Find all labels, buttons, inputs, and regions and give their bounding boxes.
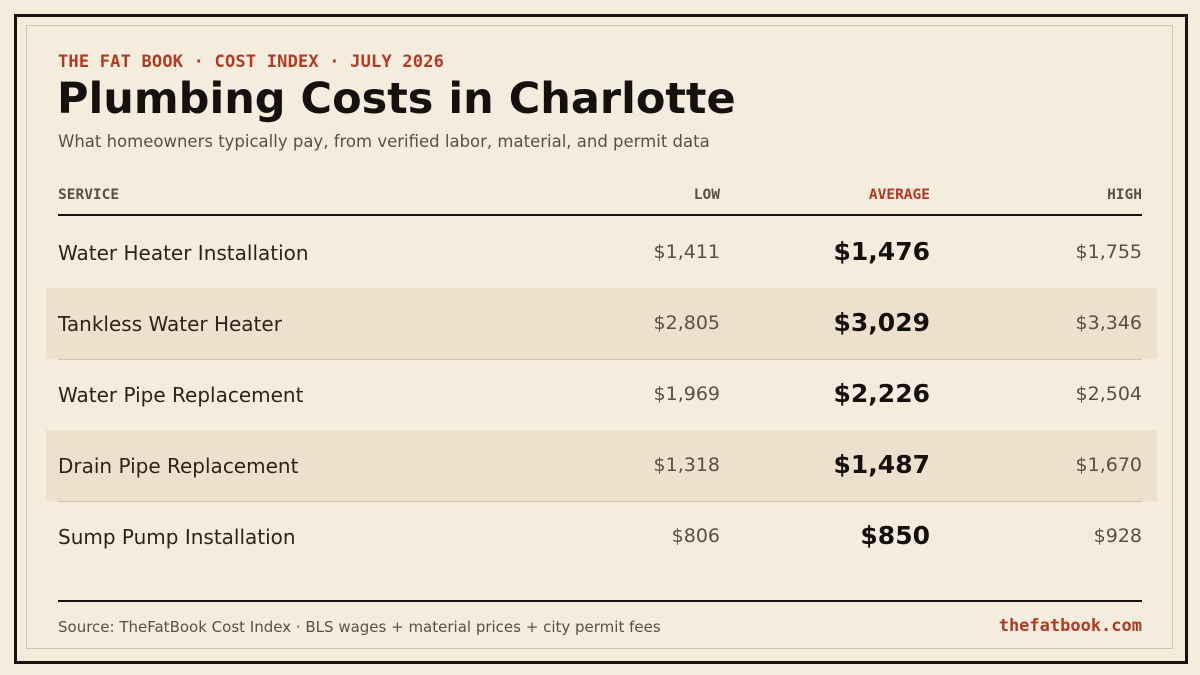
cell-high: $1,670 <box>1075 454 1142 476</box>
cell-service: Water Pipe Replacement <box>58 383 304 407</box>
table-row: Water Heater Installation $1,411 $1,476 $1,… <box>46 217 1157 288</box>
cell-low: $2,805 <box>653 312 720 334</box>
cell-service: Drain Pipe Replacement <box>58 454 299 478</box>
cell-high: $3,346 <box>1075 312 1142 334</box>
page-subtitle: What homeowners typically pay, from veri… <box>58 132 710 151</box>
header-rule <box>58 214 1142 216</box>
outer-frame <box>14 14 1188 664</box>
footer-rule <box>58 600 1142 602</box>
site-url: thefatbook.com <box>998 616 1142 636</box>
cell-high: $2,504 <box>1075 383 1142 405</box>
column-header-high: HIGH <box>1107 187 1142 203</box>
cell-average: $3,029 <box>833 308 930 337</box>
column-header-low: LOW <box>693 187 720 203</box>
cell-service: Water Heater Installation <box>58 241 309 265</box>
cell-average: $850 <box>860 521 930 550</box>
page-title: Plumbing Costs in Charlotte <box>57 74 736 124</box>
cell-low: $1,411 <box>653 241 720 263</box>
row-separator <box>58 359 1142 360</box>
kicker: THE FAT BOOK · COST INDEX · JULY 2026 <box>58 52 445 72</box>
cell-high: $928 <box>1093 525 1142 547</box>
cell-average: $1,476 <box>833 237 930 266</box>
table-row: Drain Pipe Replacement $1,318 $1,487 $1,670 <box>46 430 1157 501</box>
cell-service: Tankless Water Heater <box>58 312 282 336</box>
cell-high: $1,755 <box>1075 241 1142 263</box>
inner-frame <box>26 25 1173 649</box>
cell-low: $1,969 <box>653 383 720 405</box>
cell-average: $2,226 <box>833 379 930 408</box>
column-header-average: AVERAGE <box>868 187 930 203</box>
source-note: Source: TheFatBook Cost Index · BLS wage… <box>58 618 661 636</box>
cell-low: $1,318 <box>653 454 720 476</box>
table-row: Tankless Water Heater $2,805 $3,029 $3,346 <box>46 288 1157 359</box>
cell-low: $806 <box>671 525 720 547</box>
row-separator <box>58 501 1142 502</box>
table-row: Sump Pump Installation $806 $850 $928 <box>46 501 1157 572</box>
cell-average: $1,487 <box>833 450 930 479</box>
table-row: Water Pipe Replacement $1,969 $2,226 $2,504 <box>46 359 1157 430</box>
column-header-service: SERVICE <box>58 187 120 203</box>
cell-service: Sump Pump Installation <box>58 525 296 549</box>
